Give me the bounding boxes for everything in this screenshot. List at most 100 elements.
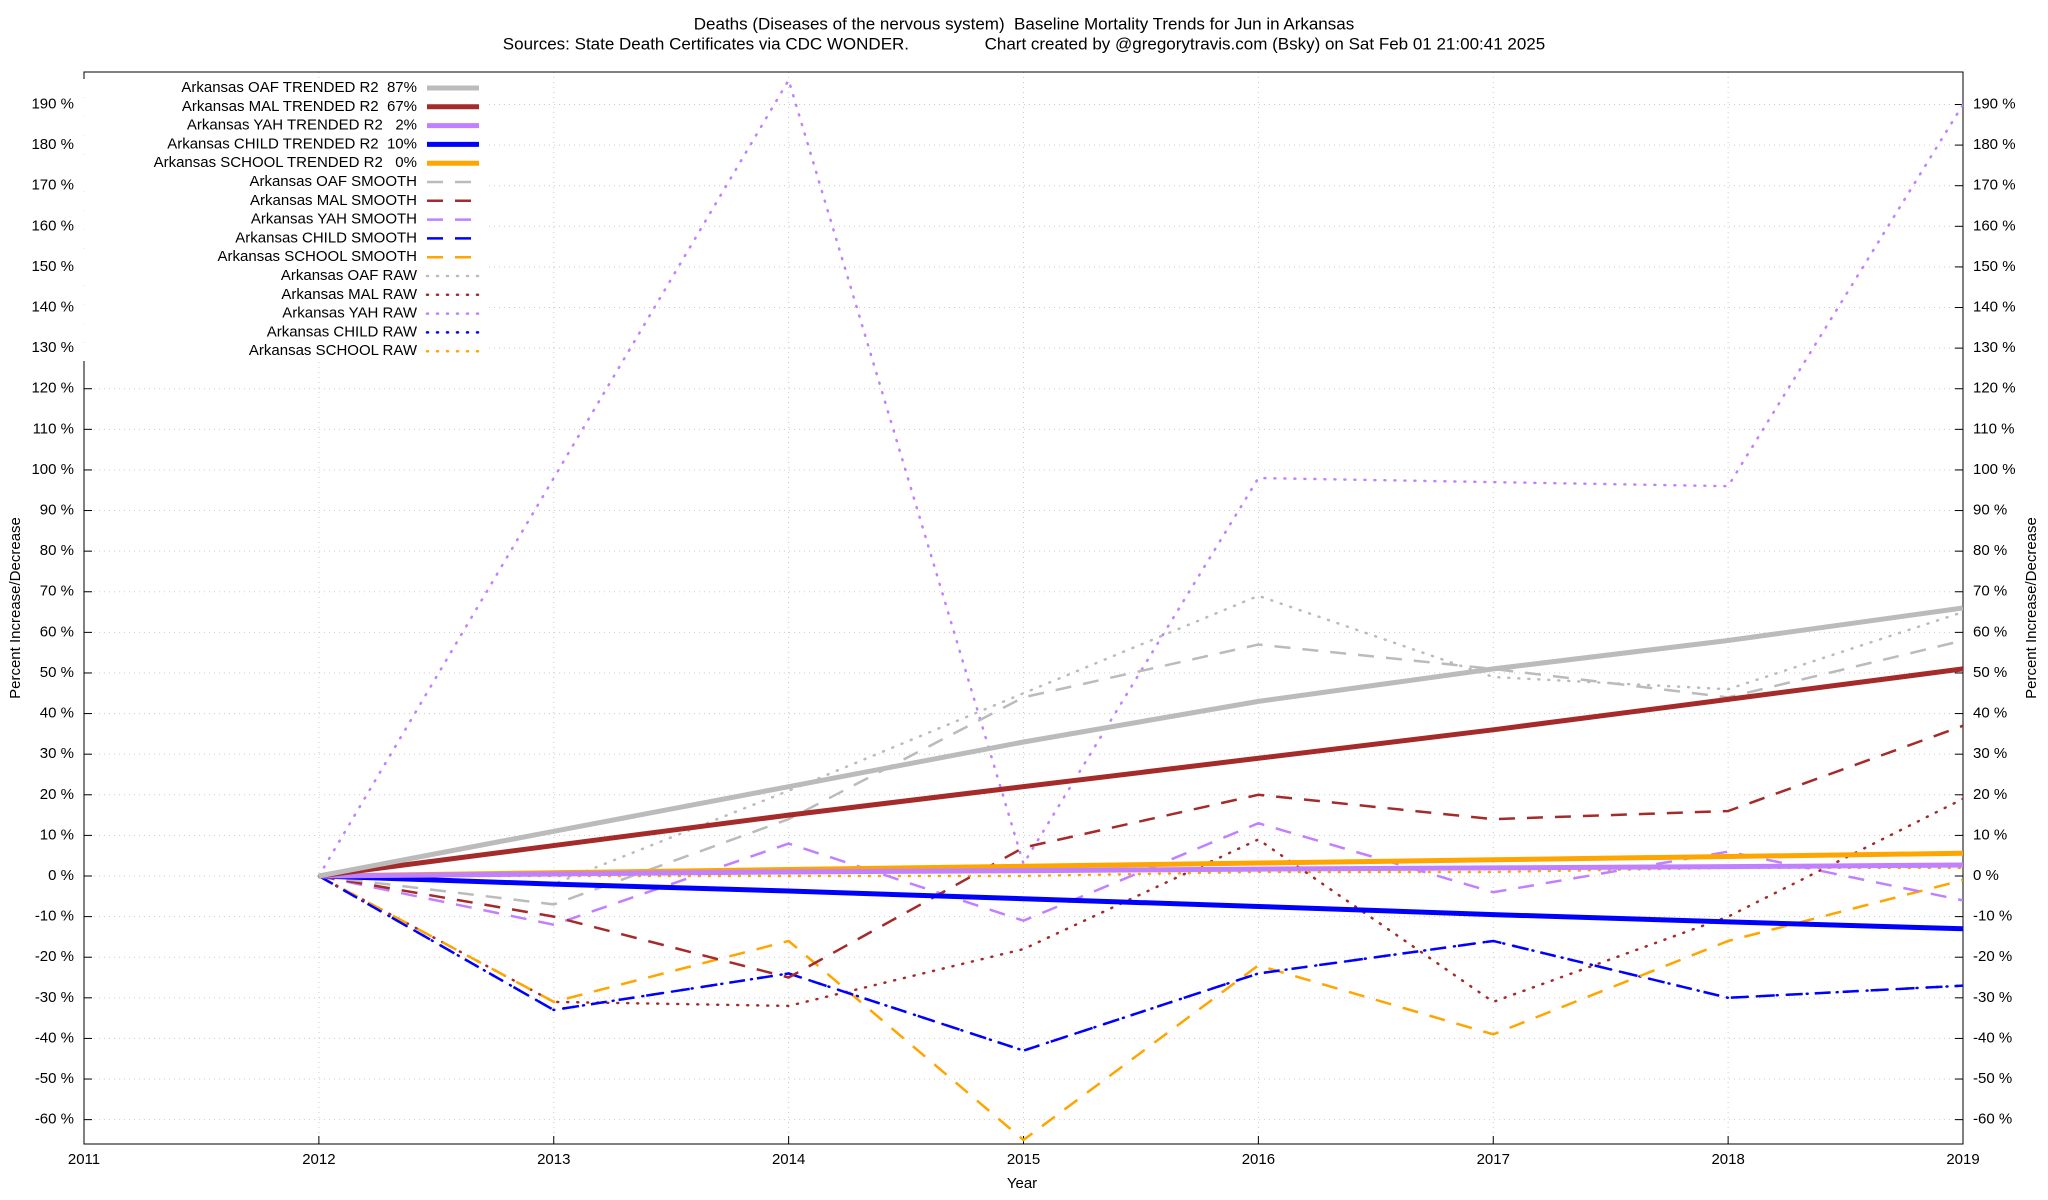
y-tick-label: -30 % [35,989,74,1006]
y-tick-label: 30 % [40,745,74,762]
y-axis-label: Percent Increase/Decrease [7,517,24,699]
y2-tick-label: -60 % [1973,1111,2012,1128]
legend-bg [77,135,487,155]
y2-tick-label: 30 % [1973,745,2007,762]
y2-tick-label: 140 % [1973,298,2016,315]
series-line [318,873,1963,932]
legend-bg [77,97,487,117]
y-tick-label: 60 % [40,623,74,640]
legend-label: Arkansas CHILD RAW [267,323,418,340]
y2-tick-label: 190 % [1973,95,2016,112]
legend-bg [77,267,487,286]
y2-tick-label: -50 % [1973,1070,2012,1087]
y-tick-label: 90 % [40,502,74,519]
legend-label: Arkansas SCHOOL TRENDED R2 0% [154,154,417,171]
y2-tick-label: 110 % [1973,420,2014,437]
y2-tick-label: 160 % [1973,217,2016,234]
legend-bg [77,304,487,324]
legend-label: Arkansas SCHOOL SMOOTH [218,248,417,265]
legend-bg [77,342,487,361]
y-tick-label: 130 % [31,339,74,356]
y2-tick-label: 0 % [1973,867,1999,884]
legend-bg [77,229,487,249]
legend-bg [77,173,487,192]
x-tick-label: 2017 [1477,1151,1510,1168]
y-tick-label: 50 % [40,664,74,681]
series-line [318,862,1963,879]
series-line [317,77,1963,878]
y2-tick-label: 120 % [1973,380,2016,397]
x-tick-label: 2016 [1242,1151,1275,1168]
series-line [318,724,1963,979]
series-line [318,874,1963,1052]
y-tick-label: 110 % [33,420,74,437]
legend-bg [77,116,487,136]
x-tick-label: 2014 [772,1151,805,1168]
series-line [318,874,1963,1142]
y-tick-label: 160 % [31,217,74,234]
y-tick-label: 70 % [40,583,74,600]
y2-tick-label: 10 % [1973,826,2007,843]
y2-tick-label: -10 % [1973,908,2012,925]
y2-tick-label: 20 % [1973,786,2007,803]
x-tick-label: 2019 [1946,1151,1979,1168]
legend-label: Arkansas MAL RAW [281,286,417,303]
y-tick-label: 100 % [31,461,74,478]
legend-bg [77,191,487,211]
y-tick-label: 40 % [40,705,74,722]
chart-title: Deaths (Diseases of the nervous system) … [694,14,1354,33]
y-tick-label: 80 % [40,542,74,559]
legend-label: Arkansas OAF TRENDED R2 87% [181,79,417,96]
x-tick-label: 2018 [1711,1151,1744,1168]
y-tick-label: 140 % [31,298,74,315]
y-tick-label: 170 % [31,177,74,194]
y-tick-label: -20 % [35,948,74,965]
legend-bg [77,210,487,230]
y2-tick-label: 100 % [1973,461,2016,478]
y-tick-label: -50 % [35,1070,74,1087]
y2-tick-label: -20 % [1973,948,2012,965]
chart-subtitle: Sources: State Death Certificates via CD… [503,34,1545,53]
x-tick-label: 2015 [1007,1151,1040,1168]
series-line [317,594,1963,886]
legend-label: Arkansas YAH SMOOTH [251,211,417,228]
x-tick-label: 2013 [537,1151,570,1168]
series-line [318,605,1963,879]
series-line [318,666,1963,879]
y-tick-label: 0 % [48,867,74,884]
y2-tick-label: 80 % [1973,542,2007,559]
y-tick-label: 150 % [31,258,74,275]
y2-axis-label: Percent Increase/Decrease [2023,517,2040,699]
y2-tick-label: 50 % [1973,664,2007,681]
x-tick-label: 2012 [302,1151,335,1168]
y2-tick-label: 180 % [1973,136,2016,153]
legend-label: Arkansas SCHOOL RAW [249,342,418,359]
y-tick-label: 120 % [31,380,74,397]
legend-label: Arkansas CHILD SMOOTH [235,229,417,246]
legend-label: Arkansas OAF SMOOTH [249,173,417,190]
y-tick-label: 180 % [31,136,74,153]
x-tick-label: 2011 [68,1151,100,1168]
y-tick-label: 20 % [40,786,74,803]
legend-label: Arkansas YAH RAW [282,305,418,322]
y2-tick-label: -30 % [1973,989,2012,1006]
legend-label: Arkansas MAL TRENDED R2 67% [182,98,417,115]
legend-label: Arkansas CHILD TRENDED R2 10% [167,135,417,152]
y-tick-label: -60 % [35,1111,74,1128]
legend-bg [77,285,487,305]
y2-tick-label: 90 % [1973,502,2007,519]
y2-tick-label: 70 % [1973,583,2007,600]
series-line [318,639,1963,906]
legend-label: Arkansas OAF RAW [281,267,418,284]
y2-tick-label: 150 % [1973,258,2016,275]
legend-bg [77,154,487,173]
y2-tick-label: 170 % [1973,177,2016,194]
legend-bg [77,79,487,98]
legend-label: Arkansas MAL SMOOTH [250,192,417,209]
legend-bg [77,248,487,267]
x-axis-label: Year [1007,1175,1037,1192]
y2-tick-label: 40 % [1973,705,2007,722]
y2-tick-label: 60 % [1973,623,2007,640]
y-tick-label: 190 % [31,95,74,112]
